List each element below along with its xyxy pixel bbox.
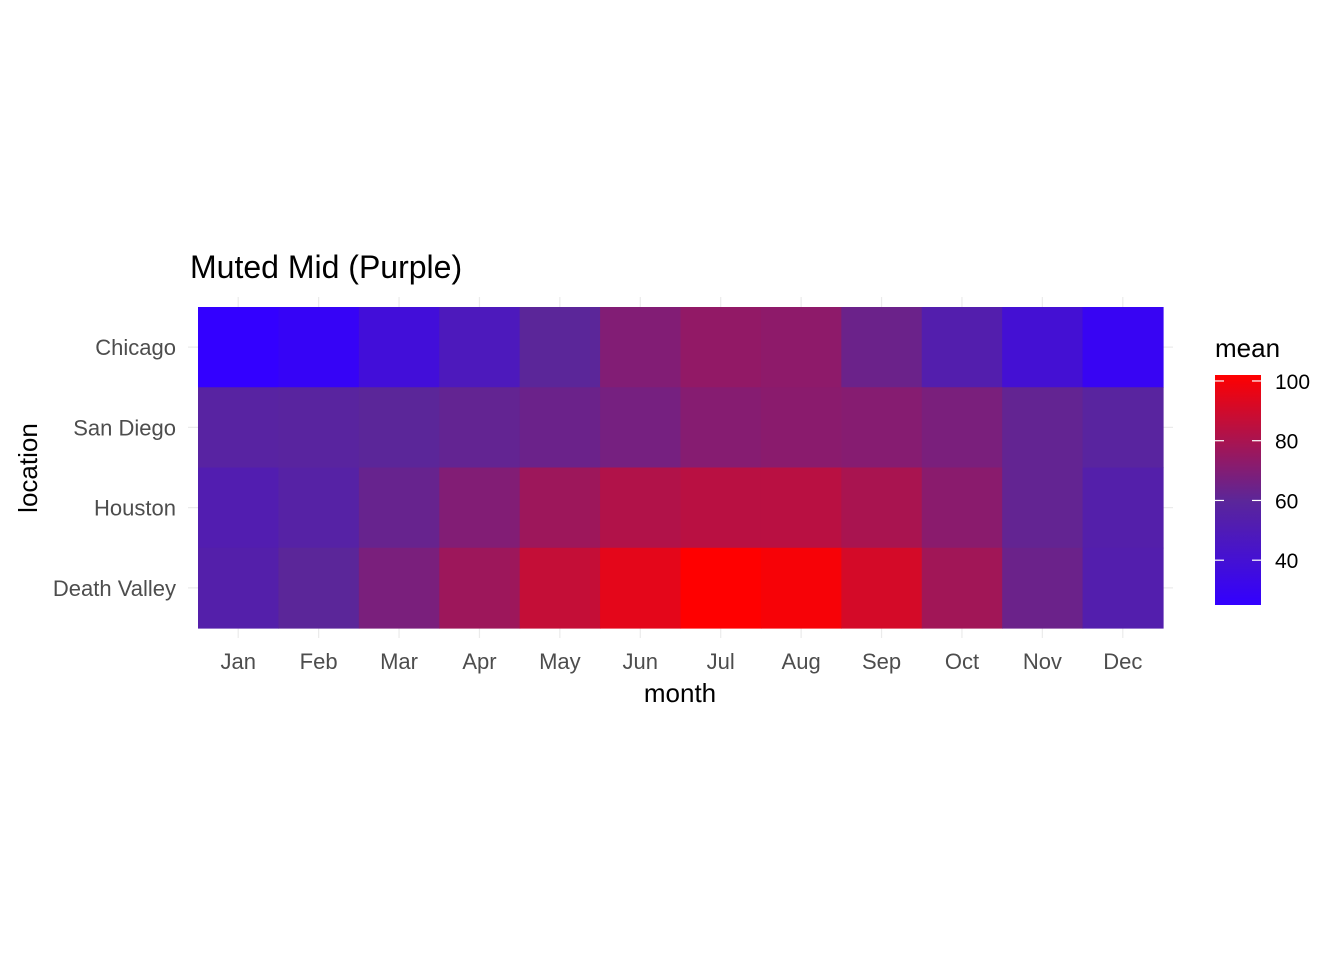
legend-tick-label: 40 <box>1275 550 1298 573</box>
heatmap-cell-chicago-apr <box>439 307 521 388</box>
y-tick-label: San Diego <box>73 415 176 440</box>
heatmap-cell-chicago-feb <box>278 307 360 388</box>
x-tick-label: Oct <box>945 649 979 674</box>
y-tick-label: Chicago <box>95 335 176 360</box>
y-tick-label: Death Valley <box>53 576 176 601</box>
heatmap-cell-houston-mar <box>358 467 440 549</box>
heatmap-cell-chicago-jun <box>600 307 682 388</box>
heatmap-cell-san-diego-feb <box>278 387 360 469</box>
legend-tick-label: 80 <box>1275 431 1298 454</box>
legend-tick-label: 60 <box>1275 490 1298 513</box>
x-tick-label: Dec <box>1103 649 1142 674</box>
x-tick-label: Jun <box>623 649 658 674</box>
heatmap-cell-death-valley-sep <box>841 547 923 629</box>
heatmap-cell-houston-oct <box>921 467 1003 549</box>
heatmap-cell-death-valley-jun <box>600 547 682 629</box>
heatmap-cell-san-diego-oct <box>921 387 1003 469</box>
legend-title: mean <box>1215 333 1280 363</box>
chart-title: Muted Mid (Purple) <box>190 249 462 285</box>
x-tick-label: Apr <box>462 649 496 674</box>
legend-ticks: 40 60 80 100 <box>1215 371 1310 573</box>
y-tick-label: Houston <box>94 496 176 521</box>
heatmap-cell-chicago-sep <box>841 307 923 388</box>
heatmap-cell-san-diego-mar <box>358 387 440 469</box>
x-tick-label: Nov <box>1023 649 1062 674</box>
heatmap-tiles <box>198 307 1164 629</box>
y-axis-tick-labels: Chicago San Diego Houston Death Valley <box>53 335 176 601</box>
heatmap-cell-san-diego-nov <box>1002 387 1084 469</box>
heatmap-cell-san-diego-jul <box>680 387 762 469</box>
heatmap-cell-death-valley-aug <box>760 547 842 629</box>
x-axis-title: month <box>644 678 716 708</box>
heatmap-cell-san-diego-dec <box>1082 387 1164 469</box>
x-tick-label: Sep <box>862 649 901 674</box>
heatmap-cell-san-diego-jun <box>600 387 682 469</box>
x-tick-label: Jan <box>220 649 255 674</box>
heatmap-cell-chicago-jul <box>680 307 762 388</box>
heatmap-cell-chicago-may <box>519 307 601 388</box>
heatmap-cell-houston-sep <box>841 467 923 549</box>
color-legend: mean 40 60 80 100 <box>1215 333 1310 605</box>
heatmap-cell-chicago-nov <box>1002 307 1084 388</box>
heatmap-cell-death-valley-dec <box>1082 547 1164 629</box>
heatmap-cell-houston-jan <box>198 467 280 549</box>
heatmap-cell-houston-jun <box>600 467 682 549</box>
heatmap-cell-death-valley-may <box>519 547 601 629</box>
heatmap-cell-death-valley-jul <box>680 547 762 629</box>
x-axis-tick-labels: Jan Feb Mar Apr May Jun Jul Aug Sep Oct Nov Dec <box>220 649 1142 674</box>
heatmap-cell-death-valley-oct <box>921 547 1003 629</box>
heatmap-cell-houston-aug <box>760 467 842 549</box>
x-tick-label: Aug <box>782 649 821 674</box>
legend-tick-label: 100 <box>1275 371 1310 394</box>
heatmap-cell-death-valley-jan <box>198 547 280 629</box>
heatmap-cell-chicago-oct <box>921 307 1003 388</box>
x-tick-label: Mar <box>380 649 418 674</box>
heatmap-cell-san-diego-may <box>519 387 601 469</box>
heatmap-cell-chicago-aug <box>760 307 842 388</box>
y-axis-title: location <box>13 423 43 513</box>
heatmap-cell-death-valley-mar <box>358 547 440 629</box>
heatmap-cell-chicago-mar <box>358 307 440 388</box>
heatmap-cell-houston-feb <box>278 467 360 549</box>
heatmap-cell-houston-may <box>519 467 601 549</box>
legend-color-bar <box>1215 375 1261 605</box>
heatmap-cell-houston-jul <box>680 467 762 549</box>
heatmap-cell-death-valley-apr <box>439 547 521 629</box>
x-tick-label: Feb <box>300 649 338 674</box>
heatmap-cell-chicago-dec <box>1082 307 1164 388</box>
heatmap-cell-san-diego-aug <box>760 387 842 469</box>
heatmap-cell-houston-nov <box>1002 467 1084 549</box>
heatmap-cell-san-diego-sep <box>841 387 923 469</box>
heatmap-cell-chicago-jan <box>198 307 280 388</box>
heatmap-cell-houston-apr <box>439 467 521 549</box>
heatmap-cell-death-valley-feb <box>278 547 360 629</box>
heatmap-cell-san-diego-apr <box>439 387 521 469</box>
heatmap-cell-san-diego-jan <box>198 387 280 469</box>
heatmap-cell-houston-dec <box>1082 467 1164 549</box>
heatmap-cell-death-valley-nov <box>1002 547 1084 629</box>
x-tick-label: Jul <box>707 649 735 674</box>
x-tick-label: May <box>539 649 581 674</box>
